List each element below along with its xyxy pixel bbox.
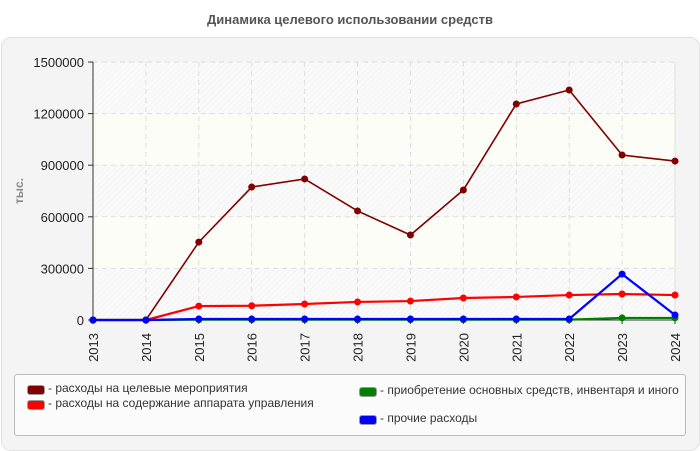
legend-label: - расходы на целевые мероприятия xyxy=(48,381,248,395)
legend-label: - приобретение основных средств, инвента… xyxy=(380,383,679,397)
data-point[interactable] xyxy=(406,315,414,323)
data-point[interactable] xyxy=(195,315,203,323)
data-point[interactable] xyxy=(142,316,150,324)
data-point[interactable] xyxy=(89,316,97,324)
data-point[interactable] xyxy=(565,315,573,323)
data-point[interactable] xyxy=(195,302,203,310)
data-point[interactable] xyxy=(301,315,309,323)
x-tick-label: 2013 xyxy=(86,333,101,362)
data-point[interactable] xyxy=(406,231,414,239)
data-point[interactable] xyxy=(248,315,256,323)
x-tick-label: 2020 xyxy=(456,333,471,362)
legend-label: - прочие расходы xyxy=(380,411,478,425)
legend-item[interactable]: - прочие расходы xyxy=(359,412,679,425)
data-point[interactable] xyxy=(354,315,362,323)
x-tick-label: 2018 xyxy=(351,333,366,362)
data-point[interactable] xyxy=(248,183,256,191)
plot-background xyxy=(93,62,675,320)
legend-swatch xyxy=(27,400,45,410)
data-point[interactable] xyxy=(459,186,467,194)
legend-swatch xyxy=(359,415,377,425)
data-point[interactable] xyxy=(301,175,309,183)
data-point[interactable] xyxy=(671,311,679,319)
data-point[interactable] xyxy=(565,291,573,299)
legend-item[interactable]: - расходы на содержание аппарата управле… xyxy=(27,397,357,410)
data-point[interactable] xyxy=(671,157,679,165)
x-tick-label: 2015 xyxy=(192,333,207,362)
y-tick-label: 900000 xyxy=(41,158,84,173)
x-tick-label: 2014 xyxy=(139,333,154,362)
chart-title: Динамика целевого использовании средств xyxy=(207,12,493,27)
data-point[interactable] xyxy=(301,300,309,308)
data-point[interactable] xyxy=(618,270,626,278)
legend-label: - расходы на содержание аппарата управле… xyxy=(48,396,314,410)
data-point[interactable] xyxy=(512,293,520,301)
data-series xyxy=(89,86,679,324)
data-point[interactable] xyxy=(459,315,467,323)
legend: - расходы на целевые мероприятия - расхо… xyxy=(14,374,686,436)
x-tick-label: 2019 xyxy=(403,333,418,362)
legend-item[interactable]: - расходы на целевые мероприятия xyxy=(27,382,347,395)
series-line xyxy=(93,272,676,322)
series-line xyxy=(93,292,676,322)
data-point[interactable] xyxy=(354,298,362,306)
data-point[interactable] xyxy=(354,207,362,215)
data-point[interactable] xyxy=(406,297,414,305)
x-tick-label: 2016 xyxy=(245,333,260,362)
x-tick-label: 2024 xyxy=(668,333,683,362)
series-line xyxy=(93,89,676,321)
legend-item[interactable]: - приобретение основных средств, инвента… xyxy=(359,384,679,397)
x-tick-label: 2023 xyxy=(615,333,630,362)
data-point[interactable] xyxy=(248,302,256,310)
y-axis-label: тыс. xyxy=(12,178,26,204)
y-tick-label: 0 xyxy=(77,313,84,328)
legend-swatch xyxy=(27,385,45,395)
x-tick-label: 2021 xyxy=(509,333,524,362)
x-tick-label: 2022 xyxy=(562,333,577,362)
data-point[interactable] xyxy=(671,291,679,299)
data-point[interactable] xyxy=(512,315,520,323)
data-point[interactable] xyxy=(459,294,467,302)
data-point[interactable] xyxy=(618,151,626,159)
data-point[interactable] xyxy=(195,238,203,246)
y-tick-label: 1500000 xyxy=(33,55,84,70)
x-tick-label: 2017 xyxy=(298,333,313,362)
data-point[interactable] xyxy=(565,86,573,94)
data-point[interactable] xyxy=(512,100,520,108)
y-tick-label: 1200000 xyxy=(33,107,84,122)
data-point[interactable] xyxy=(618,290,626,298)
y-tick-label: 300000 xyxy=(41,261,84,276)
data-point[interactable] xyxy=(618,314,626,322)
legend-swatch xyxy=(359,387,377,397)
y-tick-label: 600000 xyxy=(41,210,84,225)
